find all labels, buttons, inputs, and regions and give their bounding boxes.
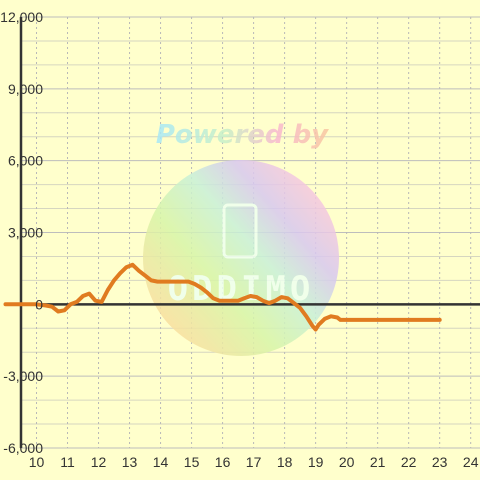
x-tick-label: 14: [153, 454, 169, 470]
watermark: ODDIMO Powered by: [143, 120, 339, 356]
y-tick-label: 6,000: [8, 153, 43, 169]
series-line: [3, 262, 442, 332]
x-tick-label: 18: [277, 454, 293, 470]
tick-labels: -6,000 -3,000 0 3,000 6,000 9,000 12,000 10 11 12…: [0, 9, 479, 470]
y-tick-label: 9,000: [8, 81, 43, 97]
x-tick-label: 24: [463, 454, 479, 470]
watermark-text: Powered by: [156, 120, 329, 150]
x-tick-label: 12: [91, 454, 107, 470]
watermark-logo-bottle-icon: [222, 203, 258, 259]
x-tick-label: 11: [60, 454, 75, 470]
y-tick-label: 12,000: [0, 9, 43, 25]
y-tick-label: 3,000: [8, 225, 43, 241]
x-tick-label: 20: [339, 454, 355, 470]
series-layer: [3, 262, 442, 332]
x-tick-label: 17: [246, 454, 262, 470]
x-tick-label: 21: [370, 454, 386, 470]
y-tick-label: 0: [35, 296, 43, 312]
x-tick-label: 15: [184, 454, 200, 470]
x-tick-label: 23: [432, 454, 448, 470]
x-tick-label: 22: [401, 454, 417, 470]
y-tick-label: -3,000: [3, 368, 43, 384]
x-tick-label: 10: [29, 454, 45, 470]
axes: [19, 17, 480, 448]
x-tick-label: 13: [122, 454, 138, 470]
y-tick-label: -6,000: [3, 440, 43, 456]
x-tick-label: 16: [215, 454, 231, 470]
x-tick-label: 19: [308, 454, 324, 470]
